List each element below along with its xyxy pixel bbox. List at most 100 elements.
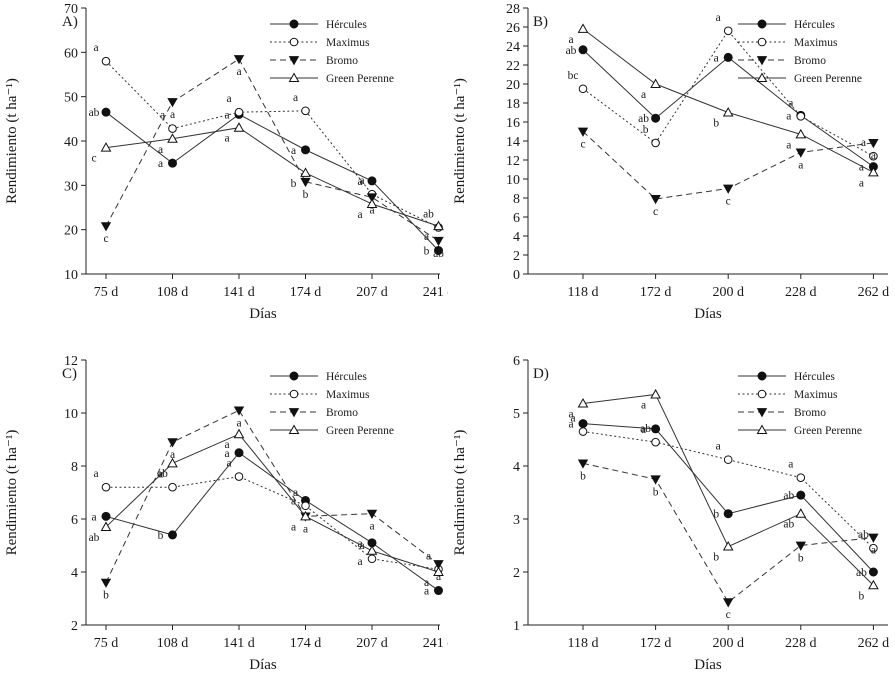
- data-point: [577, 397, 589, 408]
- data-point: [722, 106, 734, 117]
- legend: Hércules Maximus Bromo Green Perenne: [738, 19, 862, 85]
- y-tick-label: 18: [506, 97, 520, 112]
- panel-a: 10 20 30 40 50 60 70 75 d 108 d 141 d 174 d 207 d 24…: [0, 0, 454, 336]
- x-tick-label: 228 d: [785, 285, 817, 300]
- x-tick-label: 262 d: [858, 636, 890, 651]
- x-tick-label: 75 d: [94, 285, 119, 300]
- y-tick-label: 1: [513, 619, 520, 634]
- data-point: [433, 560, 444, 570]
- significance-letter: ab: [89, 532, 100, 544]
- panel-label: C): [62, 366, 77, 382]
- significance-letter: a: [641, 424, 646, 436]
- y-tick-label: 10: [506, 173, 520, 188]
- significance-letter: ab: [640, 423, 651, 435]
- significance-letter: ab: [783, 519, 794, 531]
- data-point: [795, 148, 806, 158]
- data-point: [578, 45, 588, 55]
- y-axis-title: Rendimiento (t ha⁻¹): [452, 430, 468, 556]
- significance-letter: a: [224, 133, 229, 145]
- significance-letter: a: [293, 487, 298, 499]
- significance-letter: ab: [423, 208, 434, 220]
- x-tick-label: 200 d: [712, 636, 744, 651]
- legend: Hércules Maximus Bromo Green Perenne: [738, 371, 862, 437]
- data-point: [796, 112, 806, 121]
- legend-label: Hércules: [794, 19, 835, 31]
- significance-letter: a: [224, 439, 229, 451]
- significance-letter: b: [158, 530, 164, 542]
- y-tick-label: 20: [64, 224, 78, 239]
- y-axis-title: Rendimiento (t ha⁻¹): [4, 78, 20, 204]
- panel-label: D): [533, 366, 549, 382]
- legend-label: Bromo: [794, 407, 826, 419]
- significance-letter: a: [716, 12, 721, 24]
- significance-letter: a: [436, 571, 441, 583]
- data-point: [578, 427, 588, 436]
- y-tick-label: 4: [71, 566, 78, 581]
- significance-letter: ab: [433, 248, 444, 260]
- x-axis-title: Días: [249, 657, 277, 672]
- data-point: [101, 511, 111, 521]
- y-tick-label: 10: [64, 268, 78, 283]
- significance-letter: b: [713, 552, 719, 564]
- x-tick-label: 118 d: [568, 285, 599, 300]
- x-tick-label: 262 d: [858, 285, 890, 300]
- significance-letter: b: [643, 124, 649, 136]
- legend-label: Hércules: [326, 19, 367, 31]
- significance-letter: a: [786, 139, 791, 151]
- significance-letter: c: [726, 196, 731, 208]
- significance-letter: ab: [89, 107, 100, 119]
- panel-b: 0 2 4 6 8 10 12 14 16 18 20 22 24 26 28 118 d 172 d 200 d…: [448, 0, 895, 336]
- y-tick-label: 20: [506, 78, 520, 93]
- significance-letter: a: [859, 162, 864, 174]
- significance-letter: b: [291, 178, 297, 190]
- x-tick-label: 108 d: [157, 636, 189, 651]
- data-point: [234, 472, 244, 481]
- x-tick-label: 174 d: [290, 636, 322, 651]
- significance-letter: a: [170, 449, 175, 461]
- y-tick-label: 30: [64, 179, 78, 194]
- legend-label: Green Perenne: [794, 73, 862, 85]
- significance-letter: a: [798, 159, 803, 171]
- data-point: [650, 475, 661, 485]
- series-line: [105, 452, 439, 591]
- data-point: [433, 220, 444, 231]
- legend-label: Maximus: [326, 389, 370, 401]
- significance-letter: a: [424, 586, 429, 598]
- significance-letter: a: [291, 145, 296, 157]
- data-point: [234, 448, 244, 458]
- y-tick-label: 26: [506, 21, 520, 36]
- data-point: [367, 554, 377, 564]
- data-point: [168, 482, 177, 492]
- series-line: [582, 393, 874, 586]
- data-point: [578, 84, 588, 94]
- significance-letter: b: [303, 189, 309, 201]
- data-point: [300, 177, 311, 188]
- data-point: [651, 437, 660, 447]
- legend-marker: [757, 371, 767, 381]
- x-tick-label: 172 d: [640, 285, 672, 300]
- data-point: [233, 55, 245, 65]
- data-point: [869, 151, 878, 161]
- significance-letter: b: [713, 118, 719, 130]
- legend: Hércules Maximus Bromo Green Perenne: [270, 19, 394, 85]
- significance-letter: c: [653, 206, 658, 218]
- legend-label: Hércules: [794, 371, 835, 383]
- data-point: [234, 107, 244, 117]
- significance-letter: a: [369, 521, 374, 533]
- x-tick-label: 241 d: [423, 285, 448, 300]
- data-point: [868, 567, 878, 577]
- significance-letter: b: [653, 486, 659, 498]
- data-point: [168, 124, 177, 133]
- series-line: [105, 60, 439, 228]
- y-tick-label: 3: [513, 513, 520, 528]
- data-point: [101, 56, 111, 66]
- legend-marker: [756, 408, 768, 418]
- x-axis-title: Días: [249, 306, 277, 322]
- x-tick-label: 207 d: [356, 285, 388, 300]
- y-tick-label: 2: [513, 566, 520, 581]
- significance-letter: b: [713, 509, 719, 521]
- data-point: [723, 598, 734, 608]
